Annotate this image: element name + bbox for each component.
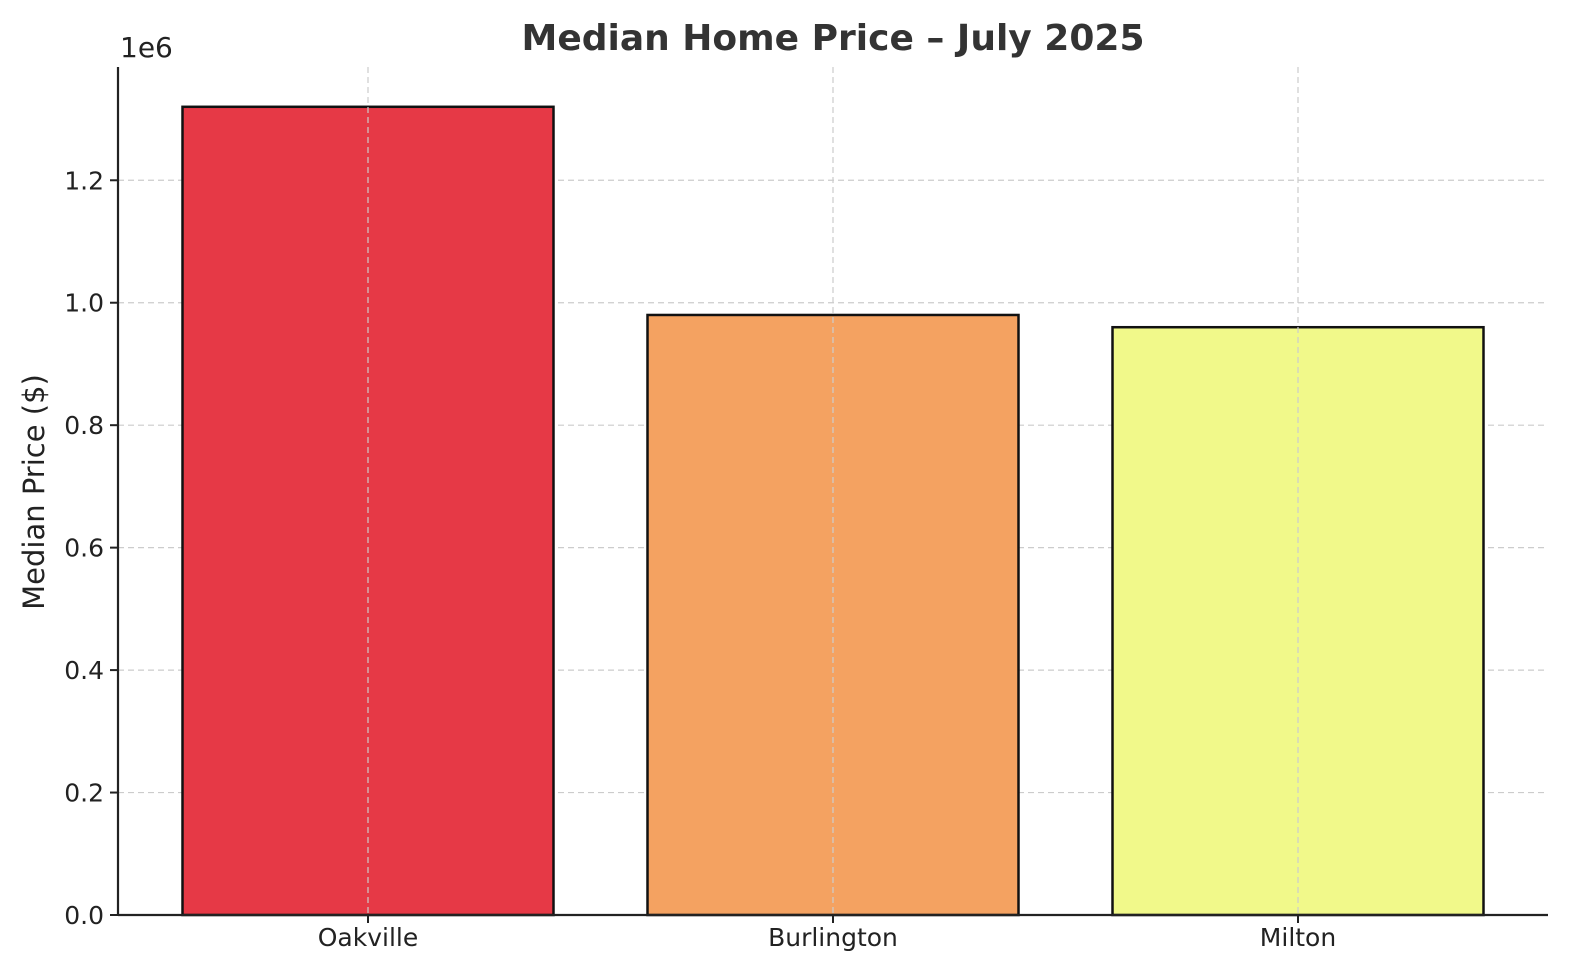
y-tick-label: 1.2	[64, 166, 104, 195]
bar-burlington	[646, 313, 1020, 917]
y-offset-text: 1e6	[120, 31, 173, 64]
x-tick-label: Milton	[1260, 923, 1336, 952]
x-tick-label: Burlington	[768, 923, 898, 952]
y-tick-label: 0.4	[64, 656, 104, 685]
x-tick-label: Oakville	[318, 923, 419, 952]
y-tick-label: 0.8	[64, 411, 104, 440]
y-tick-label: 0.0	[64, 901, 104, 930]
x-ticks: Oakville Burlington Milton	[318, 915, 1336, 952]
y-axis-label: Median Price ($)	[17, 374, 51, 610]
vertical-grid-lines	[367, 67, 1299, 915]
y-tick-label: 1.0	[64, 289, 104, 318]
chart-title: Median Home Price – July 2025	[522, 18, 1145, 59]
y-tick-label: 0.6	[64, 534, 104, 563]
y-ticks: 0.0 0.2 0.4 0.6 0.8 1.0 1.2	[64, 166, 118, 930]
y-tick-label: 0.2	[64, 779, 104, 808]
